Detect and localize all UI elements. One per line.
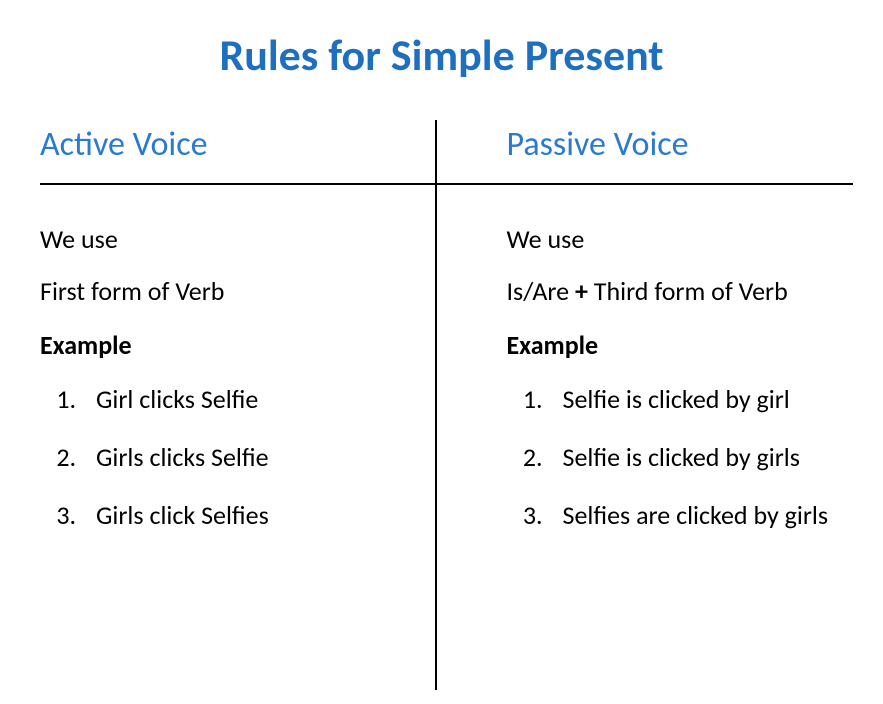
right-column: We use Is/Are + Third form of Verb Examp…: [447, 185, 854, 557]
right-rule-line2: Is/Are + Third form of Verb: [507, 275, 844, 307]
list-item: Selfie is clicked by girls: [549, 441, 844, 473]
right-header-cell: Passive Voice: [447, 100, 854, 183]
left-rule-line1: We use: [40, 223, 437, 255]
right-rule-suffix: Third form of Verb: [588, 275, 788, 307]
left-example-heading: Example: [40, 329, 437, 361]
passive-voice-header: Passive Voice: [507, 100, 844, 183]
list-item: Girl clicks Selfie: [82, 383, 437, 415]
comparison-grid: Active Voice Passive Voice We use First …: [0, 100, 883, 557]
left-example-list: Girl clicks Selfie Girls clicks Selfie G…: [40, 383, 437, 531]
left-column: We use First form of Verb Example Girl c…: [40, 185, 447, 557]
right-rule-prefix: Is/Are: [507, 275, 575, 307]
list-item: Girls clicks Selfie: [82, 441, 437, 473]
right-example-list: Selfie is clicked by girl Selfie is clic…: [507, 383, 844, 531]
plus-sign: +: [575, 275, 588, 307]
list-item: Selfies are clicked by girls: [549, 499, 844, 531]
right-example-heading: Example: [507, 329, 844, 361]
vertical-divider: [435, 120, 437, 690]
active-voice-header: Active Voice: [40, 100, 437, 183]
header-row: Active Voice Passive Voice: [40, 100, 853, 183]
list-item: Girls click Selfies: [82, 499, 437, 531]
left-header-cell: Active Voice: [40, 100, 447, 183]
right-rule-line1: We use: [507, 223, 844, 255]
page-title: Rules for Simple Present: [0, 0, 883, 100]
body-row: We use First form of Verb Example Girl c…: [40, 185, 853, 557]
list-item: Selfie is clicked by girl: [549, 383, 844, 415]
left-rule-line2: First form of Verb: [40, 275, 437, 307]
